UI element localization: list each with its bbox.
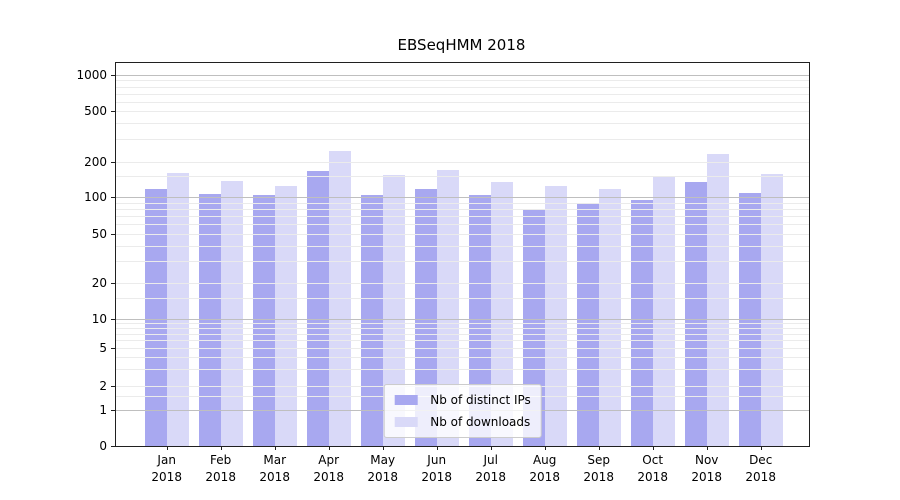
legend: Nb of distinct IPs Nb of downloads [383,384,542,438]
y-tick [111,234,115,235]
gridline-minor [116,80,809,82]
y-tick [111,75,115,76]
y-tick [111,283,115,284]
bar-nb-of-distinct-ips-apr-2018 [306,171,329,446]
bar-nb-of-downloads-feb-2018 [220,181,243,446]
y-tick-label: 2 [99,379,107,393]
y-tick-label: 5 [99,341,107,355]
x-tick-label-oct-2018: Oct 2018 [637,453,668,484]
x-tick [382,446,384,450]
y-tick-label: 200 [84,154,107,169]
gridline-major [116,75,809,76]
chart-title: EBSeqHMM 2018 [397,36,526,54]
gridline-minor [116,161,809,163]
x-tick-label-may-2018: May 2018 [367,453,398,484]
x-tick-label-nov-2018: Nov 2018 [691,453,722,484]
y-tick [111,161,115,163]
y-tick-label: 20 [91,276,107,290]
gridline-minor [116,123,809,125]
gridline-minor [116,86,809,88]
gridline-minor [116,176,809,178]
bar-nb-of-distinct-ips-nov-2018 [684,182,707,446]
bar-nb-of-downloads-nov-2018 [706,153,729,446]
x-tick-label-mar-2018: Mar 2018 [259,453,290,484]
x-tick [544,446,546,450]
bar-nb-of-downloads-apr-2018 [328,150,351,446]
x-tick [652,446,654,450]
y-tick [111,348,115,349]
x-tick-label-feb-2018: Feb 2018 [205,453,236,484]
y-tick [111,446,115,447]
x-tick-label-sep-2018: Sep 2018 [583,453,614,484]
bar-nb-of-distinct-ips-sep-2018 [576,204,599,446]
gridline-minor [116,93,809,95]
gridline-minor [116,101,809,103]
y-tick [111,197,115,198]
y-tick-label: 100 [84,190,107,204]
y-tick-label: 1000 [76,68,107,82]
bar-nb-of-distinct-ips-jun-2018 [414,188,437,446]
y-tick [111,319,115,320]
y-tick [111,111,115,112]
bar-nb-of-distinct-ips-jul-2018 [468,195,491,446]
bar-nb-of-downloads-oct-2018 [652,175,675,446]
bar-nb-of-downloads-may-2018 [382,174,405,446]
bar-nb-of-distinct-ips-feb-2018 [198,194,221,446]
x-tick [760,446,762,450]
x-tick-label-jan-2018: Jan 2018 [151,453,182,484]
y-tick-label: 10 [91,312,107,326]
y-tick [111,386,115,387]
x-tick [328,446,330,450]
bar-nb-of-downloads-jan-2018 [166,172,189,446]
x-tick-label-dec-2018: Dec 2018 [745,453,776,484]
x-tick [220,446,222,450]
plot-area: Nb of distinct IPs Nb of downloads 0 1 2 5 1… [76,62,810,484]
bar-nb-of-distinct-ips-jan-2018 [144,188,167,446]
y-tick [111,410,115,411]
x-tick-label-aug-2018: Aug 2018 [529,453,560,484]
x-tick [274,446,276,450]
y-tick-label: 500 [84,104,107,118]
bar-nb-of-downloads-mar-2018 [274,185,297,446]
bar-nb-of-distinct-ips-mar-2018 [252,195,275,446]
y-tick-label: 50 [91,227,107,241]
legend-item-downloads: Nb of downloads [394,411,531,433]
bar-nb-of-downloads-aug-2018 [544,185,567,446]
bar-nb-of-downloads-jul-2018 [490,182,513,446]
y-tick-label: 0 [99,439,107,453]
x-tick-label-jun-2018: Jun 2018 [421,453,452,484]
legend-swatch-downloads [394,417,418,427]
bar-nb-of-distinct-ips-may-2018 [360,194,383,446]
bar-nb-of-distinct-ips-oct-2018 [630,200,653,446]
y-tick-label: 1 [99,403,107,417]
x-tick-label-jul-2018: Jul 2018 [475,453,506,484]
x-tick [598,446,600,450]
bar-nb-of-distinct-ips-dec-2018 [738,193,761,446]
legend-label-distinct-ips: Nb of distinct IPs [430,393,531,407]
legend-swatch-distinct-ips [394,395,418,405]
x-tick-label-apr-2018: Apr 2018 [313,453,344,484]
x-tick [436,446,438,450]
x-tick [166,446,168,450]
bar-nb-of-downloads-jun-2018 [436,169,459,446]
gridline-minor [116,111,809,112]
bar-nb-of-downloads-sep-2018 [598,189,621,446]
legend-label-downloads: Nb of downloads [430,415,531,429]
bar-nb-of-downloads-dec-2018 [760,173,783,446]
x-tick [706,446,708,450]
x-tick [490,446,492,450]
legend-item-distinct-ips: Nb of distinct IPs [394,389,531,411]
gridline-minor [116,139,809,141]
